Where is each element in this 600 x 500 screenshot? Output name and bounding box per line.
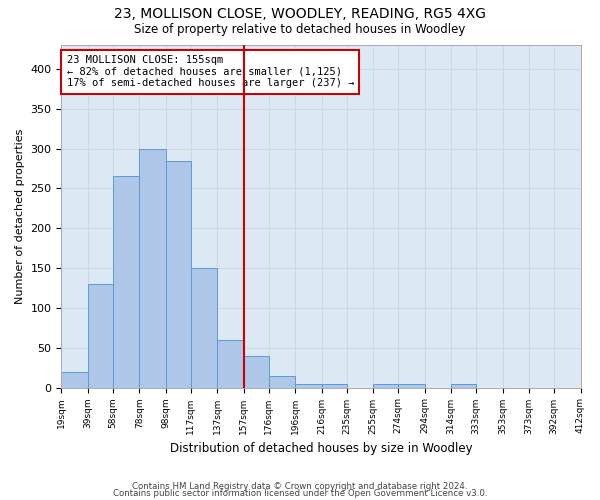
X-axis label: Distribution of detached houses by size in Woodley: Distribution of detached houses by size … [170,442,472,455]
Bar [322,384,347,388]
Bar [373,384,398,388]
Text: Contains public sector information licensed under the Open Government Licence v3: Contains public sector information licen… [113,490,487,498]
Bar [191,268,217,388]
Y-axis label: Number of detached properties: Number of detached properties [15,128,25,304]
Bar [295,384,322,388]
Text: 23 MOLLISON CLOSE: 155sqm
← 82% of detached houses are smaller (1,125)
17% of se: 23 MOLLISON CLOSE: 155sqm ← 82% of detac… [67,56,354,88]
Bar [269,376,295,388]
Bar [217,340,244,388]
Bar [451,384,476,388]
Bar [244,356,269,388]
Bar [139,148,166,388]
Text: 23, MOLLISON CLOSE, WOODLEY, READING, RG5 4XG: 23, MOLLISON CLOSE, WOODLEY, READING, RG… [114,8,486,22]
Bar [166,160,191,388]
Bar [61,372,88,388]
Bar [398,384,425,388]
Text: Contains HM Land Registry data © Crown copyright and database right 2024.: Contains HM Land Registry data © Crown c… [132,482,468,491]
Bar [88,284,113,388]
Text: Size of property relative to detached houses in Woodley: Size of property relative to detached ho… [134,22,466,36]
Bar [113,176,139,388]
